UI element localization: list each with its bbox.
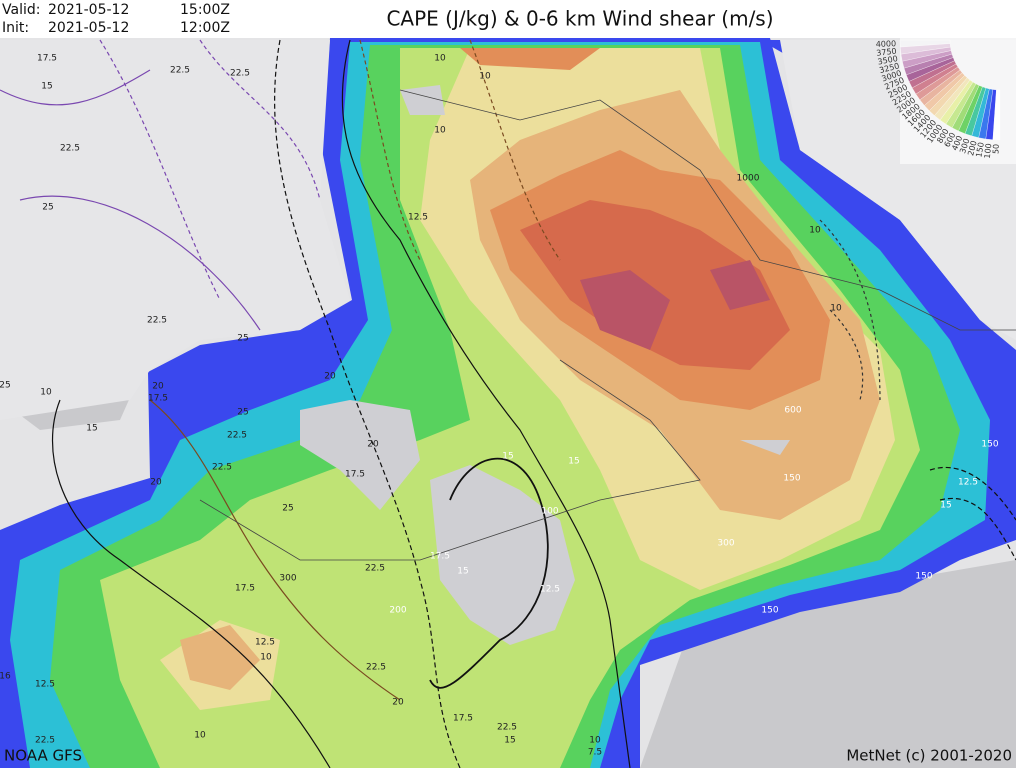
credit: MetNet (c) 2001-2020	[846, 747, 1012, 765]
cape-2000	[580, 260, 770, 350]
wind-contour	[359, 39, 561, 261]
wind-contour	[0, 69, 261, 331]
contour-label: 150	[761, 606, 778, 616]
contour-label: 12.5	[35, 680, 55, 690]
contour-label: 17.5	[148, 394, 168, 404]
contour-label: 22.5	[170, 66, 190, 76]
init-date: 2021-05-12	[48, 20, 129, 36]
wind-contour	[149, 399, 401, 701]
contour-label: 25	[0, 381, 11, 391]
init-time: 12:00Z	[180, 20, 230, 36]
contour-label: 200	[389, 606, 406, 616]
valid-label: Valid:	[2, 2, 40, 18]
low-cape	[300, 85, 790, 645]
contour-label: 20	[367, 440, 379, 450]
contour-label: 10	[40, 388, 52, 398]
contour-label: 150	[981, 440, 998, 450]
contour-label: 300	[717, 539, 734, 549]
shear-contour	[274, 39, 461, 768]
contour-label: 10	[194, 731, 206, 741]
legend-label: 150	[974, 142, 986, 159]
contour-label: 22.5	[497, 723, 517, 733]
shear-contour	[51, 399, 331, 768]
cape-contour	[819, 219, 881, 401]
legend-label: 200	[966, 140, 978, 157]
contour-label: 17.5	[453, 714, 473, 724]
contour-label: 25	[237, 334, 248, 344]
shear-contour	[341, 39, 631, 768]
contour-label: 10	[479, 72, 491, 82]
legend-label: 3500	[877, 54, 899, 66]
contour-label: 22.5	[365, 564, 385, 574]
contour-label: 12.5	[255, 638, 275, 648]
init-label: Init:	[2, 20, 29, 36]
contour-label: 25	[237, 408, 248, 418]
map-title: CAPE (J/kg) & 0-6 km Wind shear (m/s)	[386, 7, 773, 31]
contour-label: 12.5	[408, 213, 428, 223]
contour-label: 17.5	[345, 470, 365, 480]
contour-label: 100	[541, 507, 558, 517]
contour-label: 22.5	[60, 144, 80, 154]
contour-label: 10	[830, 304, 842, 314]
contour-label: 20	[392, 698, 404, 708]
contour-label: 1000	[737, 174, 760, 184]
header-bar	[0, 0, 1016, 38]
source: NOAA GFS	[4, 747, 82, 765]
border	[199, 89, 1016, 561]
contour-label: 150	[783, 474, 800, 484]
contour-label: 16	[0, 672, 11, 682]
valid-time: 15:00Z	[180, 2, 230, 18]
contour-label: 10	[589, 736, 601, 746]
contour-label: 10	[260, 653, 272, 663]
legend-label: 50	[991, 144, 1000, 154]
contour-label: 25	[282, 504, 293, 514]
contour-label: 20	[152, 382, 164, 392]
valid-date: 2021-05-12	[48, 2, 129, 18]
contour-label: 22.5	[147, 316, 167, 326]
wind-contour	[99, 39, 321, 301]
contour-label: 15	[457, 567, 468, 577]
contour-label: 17.5	[430, 552, 450, 562]
contour-label: 15	[41, 82, 52, 92]
contour-label: 15	[86, 424, 97, 434]
legend-label: 100	[983, 143, 994, 159]
contour-label: 12.5	[540, 585, 560, 595]
contour-label: 20	[324, 372, 336, 382]
contour-label: 10	[434, 126, 446, 136]
contour-label: 12.5	[958, 478, 978, 488]
contour-label: 600	[784, 406, 801, 416]
legend-label: 4000	[876, 39, 897, 49]
legend-swatch	[992, 89, 1001, 141]
cape-legend: 4000375035003250300027502500225020001800…	[876, 38, 1016, 164]
contour-label: 15	[568, 457, 579, 467]
contour-label: 22.5	[227, 431, 247, 441]
contour-label: 10	[434, 54, 446, 64]
contour-label: 25	[42, 203, 53, 213]
contour-label: 22.5	[366, 663, 386, 673]
map: 10 10 10 1000 10 10 600 150 150 12.5 15 150 150 300 10…	[0, 38, 1016, 768]
contour-label: 150	[915, 572, 932, 582]
contour-label: 10	[809, 226, 821, 236]
contours	[0, 39, 1016, 768]
contour-label: 22.5	[230, 69, 250, 79]
contour-label: 15	[504, 736, 515, 746]
legend-label: 3750	[876, 47, 897, 58]
shear-contour	[929, 466, 1016, 561]
contour-label: 300	[279, 574, 296, 584]
contour-label: 15	[940, 501, 951, 511]
contour-label: 20	[150, 478, 162, 488]
mountains	[0, 280, 1016, 768]
contour-label: 17.5	[37, 54, 57, 64]
shear-contour	[429, 457, 549, 689]
contour-label: 17.5	[235, 584, 255, 594]
terrain-west	[0, 40, 350, 420]
cape-1400	[520, 200, 790, 370]
contour-label: 22.5	[212, 463, 232, 473]
contour-label: 15	[502, 452, 513, 462]
contour-label: 22.5	[35, 736, 55, 746]
contour-label: 7.5	[588, 748, 602, 758]
contour-labels: 10 10 10 1000 10 10 600 150 150 12.5 15 150 150 300 10…	[0, 54, 999, 758]
